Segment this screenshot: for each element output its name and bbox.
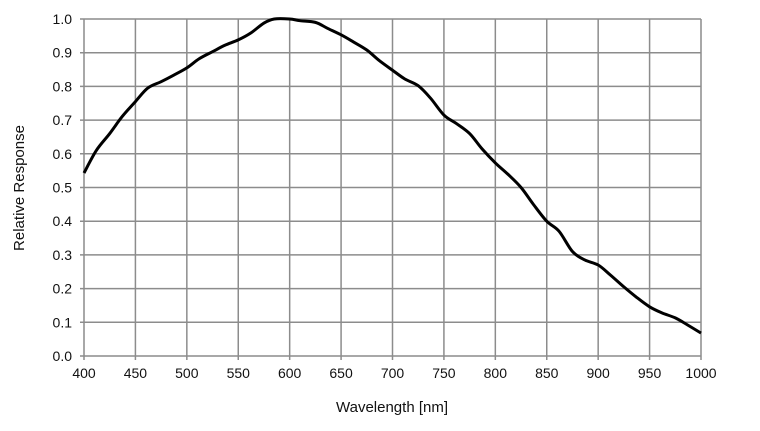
x-tick-label: 450 [124,365,148,381]
y-axis-label: Relative Response [11,125,28,251]
x-tick-label: 700 [381,365,405,381]
grid [80,18,702,360]
x-tick-label: 900 [586,365,610,381]
y-tick-label: 0.3 [53,247,73,263]
x-tick-labels: 400 450 500 550 600 650 700 750 800 850 900 950 1000 [72,365,716,381]
series-line [82,17,702,335]
y-tick-label: 0.8 [53,78,73,94]
x-tick-label: 750 [432,365,456,381]
x-tick-label: 800 [484,365,508,381]
y-tick-label: 0.6 [53,146,73,162]
y-tick-label: 1.0 [53,11,73,27]
x-tick-label: 400 [72,365,96,381]
x-tick-label: 500 [175,365,199,381]
x-tick-label: 950 [638,365,662,381]
y-tick-label: 0.9 [53,45,73,61]
x-tick-label: 650 [329,365,353,381]
y-tick-label: 0.4 [53,213,73,229]
x-tick-label: 600 [278,365,302,381]
y-tick-label: 0.0 [53,348,73,364]
y-tick-label: 0.7 [53,112,73,128]
y-tick-label: 0.5 [53,180,73,196]
x-tick-label: 850 [535,365,559,381]
y-tick-label: 0.2 [53,281,73,297]
x-tick-label: 1000 [685,365,716,381]
x-tick-label: 550 [227,365,251,381]
y-tick-labels: 0.0 0.1 0.2 0.3 0.4 0.5 0.6 0.7 0.8 0.9 1.0 [53,11,73,364]
y-tick-label: 0.1 [53,314,73,330]
x-axis-label: Wavelength [nm] [336,399,448,416]
